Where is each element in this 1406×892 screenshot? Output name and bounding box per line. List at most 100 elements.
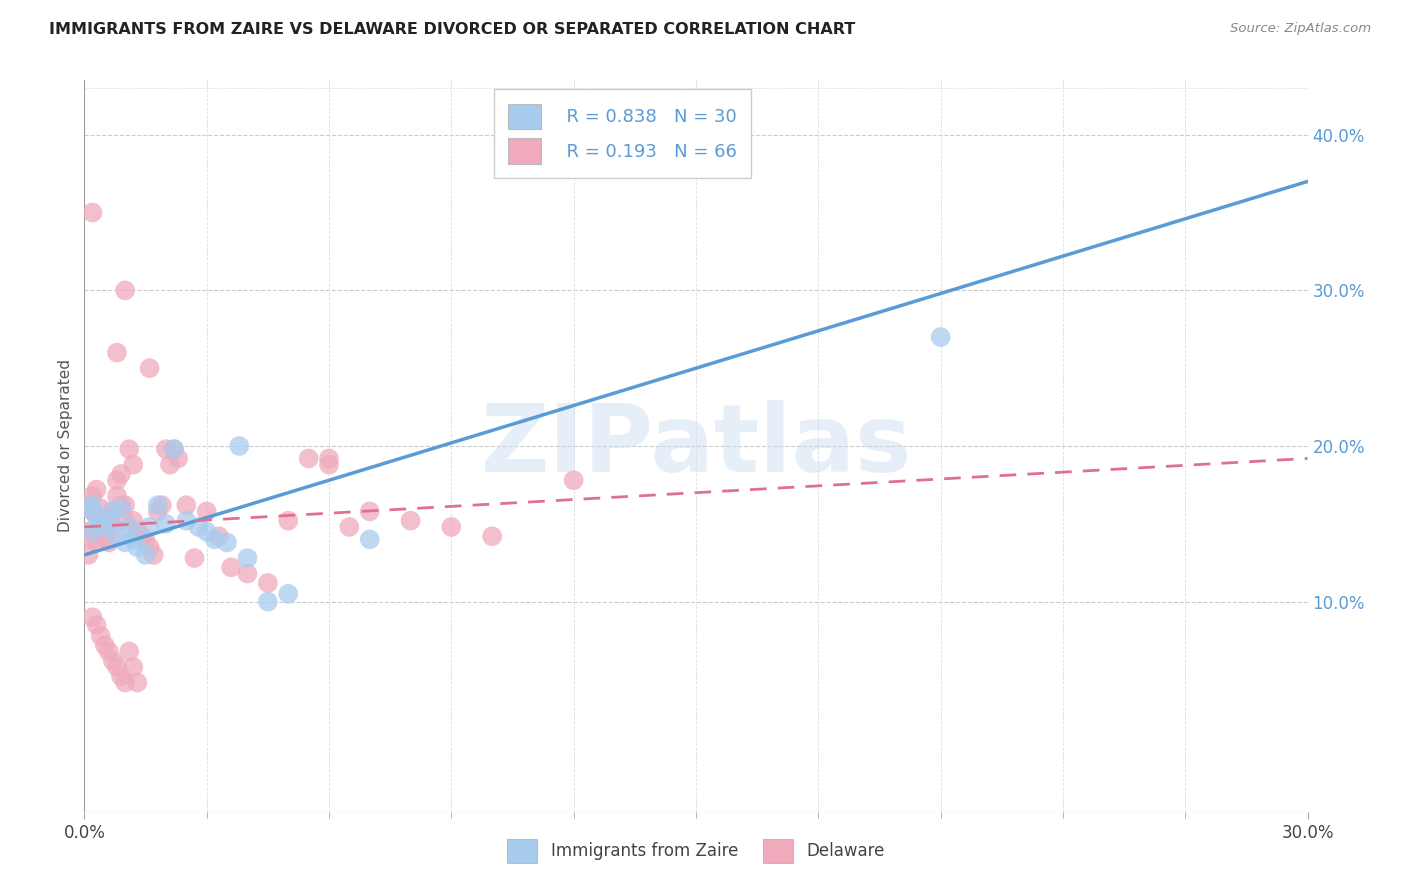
Point — [93, 638, 115, 652]
Point — [277, 514, 299, 528]
Point — [359, 533, 381, 547]
Point — [359, 504, 381, 518]
Point — [174, 514, 197, 528]
Point — [110, 498, 132, 512]
Point — [114, 284, 136, 298]
Point — [208, 529, 231, 543]
Point — [110, 669, 132, 683]
Point — [481, 529, 503, 543]
Point — [101, 654, 124, 668]
Point — [93, 514, 115, 528]
Point — [929, 330, 952, 344]
Point — [86, 535, 108, 549]
Point — [118, 442, 141, 456]
Point — [86, 509, 108, 524]
Point — [142, 548, 165, 562]
Point — [167, 451, 190, 466]
Point — [97, 514, 120, 528]
Point — [127, 540, 149, 554]
Point — [135, 548, 157, 562]
Point — [187, 520, 209, 534]
Text: Source: ZipAtlas.com: Source: ZipAtlas.com — [1230, 22, 1371, 36]
Point — [114, 514, 136, 528]
Point — [105, 489, 128, 503]
Point — [138, 540, 160, 554]
Point — [257, 576, 280, 591]
Point — [90, 501, 112, 516]
Point — [114, 675, 136, 690]
Point — [204, 533, 226, 547]
Point — [122, 533, 145, 547]
Point — [82, 489, 104, 503]
Point — [163, 442, 186, 456]
Point — [82, 533, 104, 547]
Point — [562, 473, 585, 487]
Point — [77, 548, 100, 562]
Point — [101, 504, 124, 518]
Point — [440, 520, 463, 534]
Point — [122, 660, 145, 674]
Point — [118, 520, 141, 534]
Point — [110, 467, 132, 481]
Point — [82, 524, 104, 539]
Point — [228, 439, 250, 453]
Point — [101, 520, 124, 534]
Point — [138, 361, 160, 376]
Point — [318, 458, 340, 472]
Point — [298, 451, 321, 466]
Point — [131, 529, 153, 543]
Point — [122, 514, 145, 528]
Point — [257, 594, 280, 608]
Point — [82, 610, 104, 624]
Point — [155, 516, 177, 531]
Point — [217, 535, 239, 549]
Point — [86, 618, 108, 632]
Point — [155, 442, 177, 456]
Point — [163, 442, 186, 456]
Point — [110, 501, 132, 516]
Point — [82, 504, 104, 518]
Point — [236, 566, 259, 581]
Point — [318, 451, 340, 466]
Point — [82, 205, 104, 219]
Point — [93, 529, 115, 543]
Text: IMMIGRANTS FROM ZAIRE VS DELAWARE DIVORCED OR SEPARATED CORRELATION CHART: IMMIGRANTS FROM ZAIRE VS DELAWARE DIVORC… — [49, 22, 855, 37]
Point — [195, 524, 218, 539]
Point — [195, 504, 218, 518]
Point — [77, 501, 100, 516]
Point — [219, 560, 242, 574]
Point — [86, 483, 108, 497]
Point — [339, 520, 361, 534]
Point — [114, 498, 136, 512]
Point — [105, 345, 128, 359]
Point — [105, 473, 128, 487]
Point — [118, 644, 141, 658]
Point — [77, 498, 100, 512]
Point — [97, 644, 120, 658]
Point — [105, 660, 128, 674]
Point — [127, 675, 149, 690]
Point — [105, 529, 128, 543]
Point — [82, 498, 104, 512]
Point — [236, 551, 259, 566]
Point — [90, 520, 112, 534]
Point — [93, 520, 115, 534]
Point — [97, 535, 120, 549]
Y-axis label: Divorced or Separated: Divorced or Separated — [58, 359, 73, 533]
Point — [127, 524, 149, 539]
Point — [399, 514, 422, 528]
Point — [183, 551, 205, 566]
Point — [122, 458, 145, 472]
Point — [86, 509, 108, 524]
Text: ZIPatlas: ZIPatlas — [481, 400, 911, 492]
Point — [90, 629, 112, 643]
Point — [146, 504, 169, 518]
Point — [101, 504, 124, 518]
Point — [97, 509, 120, 524]
Legend: Immigrants from Zaire, Delaware: Immigrants from Zaire, Delaware — [501, 832, 891, 869]
Point — [174, 498, 197, 512]
Point — [90, 516, 112, 531]
Point — [277, 587, 299, 601]
Point — [146, 498, 169, 512]
Point — [114, 535, 136, 549]
